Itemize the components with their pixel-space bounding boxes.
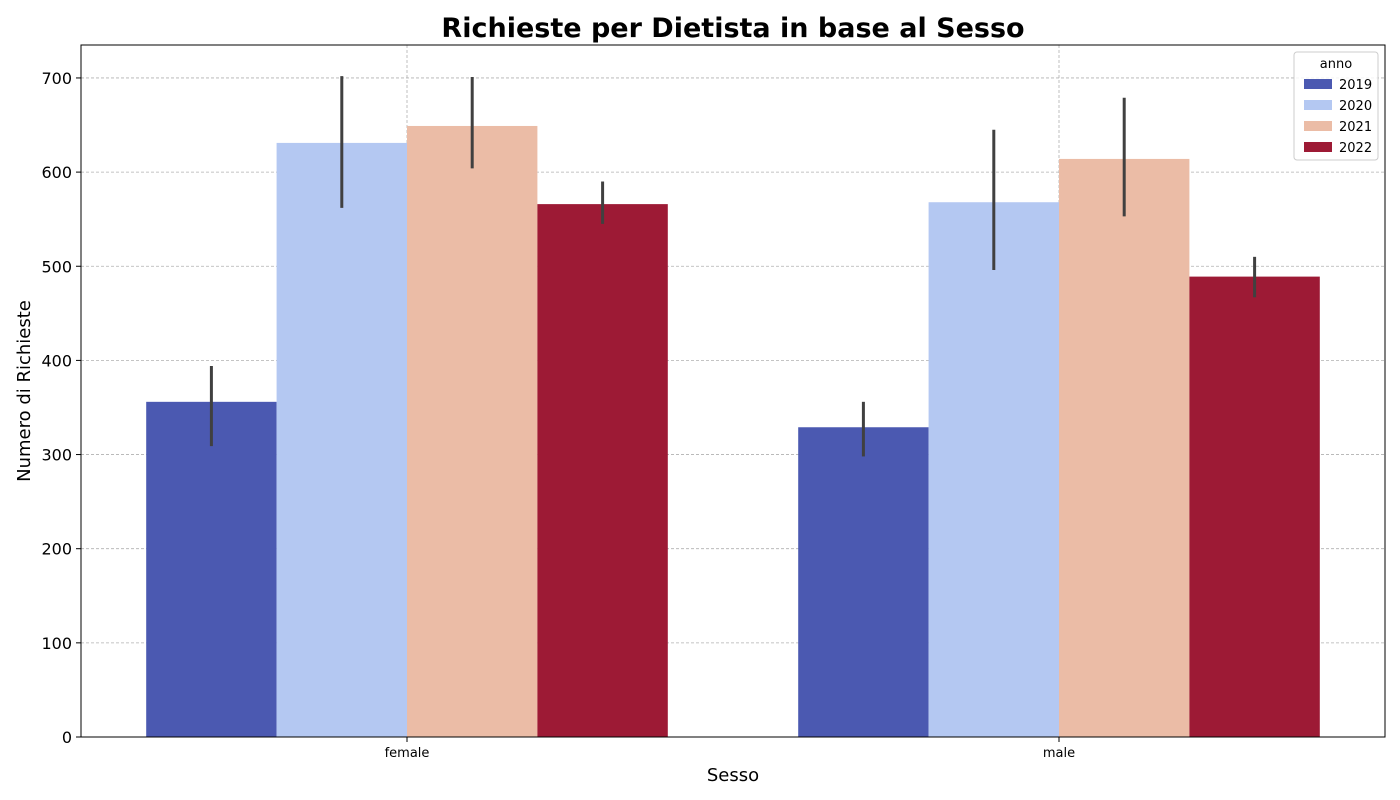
plot-frame <box>80 44 1386 738</box>
bars <box>146 125 1320 738</box>
x-tick-label: female <box>385 746 430 761</box>
bar-2022-male <box>1189 276 1320 737</box>
y-tick-label: 300 <box>41 446 72 465</box>
x-axis-ticks: female male <box>385 737 1075 761</box>
y-axis-ticks: 0 100 200 300 400 500 600 700 <box>41 69 81 747</box>
legend-swatch-2020 <box>1304 100 1332 110</box>
bar-2019-male <box>798 427 929 737</box>
y-tick-label: 700 <box>41 69 72 88</box>
x-axis-label: Sesso <box>707 765 759 786</box>
y-axis-label: Numero di Richieste <box>14 300 35 482</box>
y-tick-label: 100 <box>41 634 72 653</box>
bar-2021-male <box>1059 158 1190 737</box>
y-tick-label: 600 <box>41 163 72 182</box>
y-tick-label: 400 <box>41 351 72 370</box>
bar-2021-female <box>407 125 538 738</box>
legend-label-2022: 2022 <box>1339 141 1372 156</box>
legend-swatch-2021 <box>1304 121 1332 131</box>
chart-title: Richieste per Dietista in base al Sesso <box>441 13 1024 44</box>
error-bars <box>209 76 1257 457</box>
y-tick-label: 500 <box>41 257 72 276</box>
legend-label-2020: 2020 <box>1339 99 1372 114</box>
x-tick-label: male <box>1043 746 1075 761</box>
legend-title: anno <box>1320 57 1352 72</box>
legend: anno 2019 2020 2021 2022 <box>1293 51 1379 161</box>
bar-2020-male <box>928 202 1059 738</box>
bar-2019-female <box>146 401 277 737</box>
y-tick-label: 0 <box>62 728 72 747</box>
legend-label-2019: 2019 <box>1339 78 1372 93</box>
bar-2020-female <box>276 142 407 737</box>
legend-label-2021: 2021 <box>1339 120 1372 135</box>
legend-swatch-2022 <box>1304 142 1332 152</box>
y-tick-label: 200 <box>41 540 72 559</box>
bar-2022-female <box>537 204 668 738</box>
legend-swatch-2019 <box>1304 79 1332 89</box>
